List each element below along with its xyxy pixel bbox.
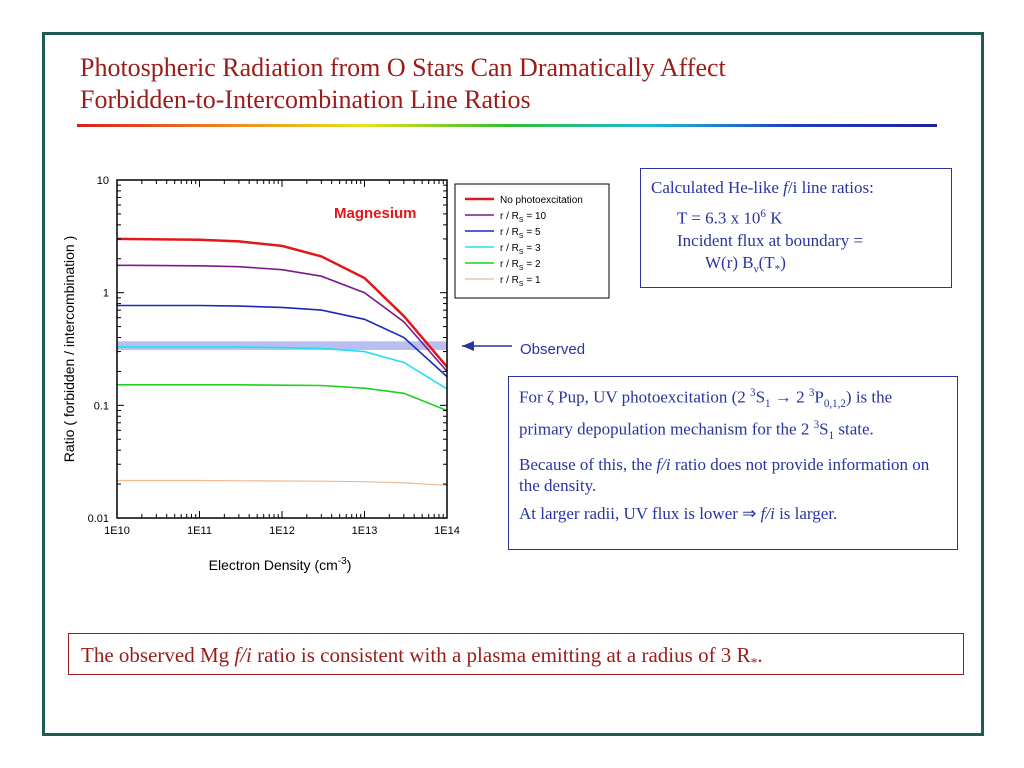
title-line-2: Forbidden-to-Intercombination Line Ratio… [80,85,531,114]
y-axis-label: Ratio ( forbidden / intercombination ) [61,236,77,462]
p1-sub1: 1 [765,398,771,411]
title-divider [77,124,937,127]
p1-e: ) is the primary depopulation mechanism … [519,387,893,439]
p1-a: For ζ Pup, UV photoexcitation (2 [519,387,751,407]
x-tick-label: 1E10 [104,525,130,537]
explanation-paragraph-3: At larger radii, UV flux is lower ⇒ f/i … [519,503,947,524]
calc-line-1-pre: Calculated He-like [651,178,784,197]
p3-b: is larger. [774,504,838,524]
p1-g: state. [834,419,874,439]
p2-b: ratio does not provide information on th… [519,455,930,496]
p1-sub2: 0,1,2 [823,398,846,411]
x-axis-label-sup: -3 [338,556,347,567]
calc-line-1-post: /i line ratios: [787,178,874,197]
legend-label-2: r / RS = 5 [500,227,541,240]
p3-a: At larger radii, UV flux is lower ⇒ [519,504,761,524]
calculation-box: Calculated He-like f/i line ratios: T = … [640,168,952,288]
explanation-paragraph-2: Because of this, the f/i ratio does not … [519,454,947,496]
p1-c: → 2 [770,387,809,407]
x-tick-label: 1E14 [434,525,460,537]
conclusion-c: . [757,643,763,667]
conclusion-sub: * [750,655,758,671]
tick-labels: 1E10 1E11 1E12 1E13 1E14 10 1 0.1 0.01 [88,175,460,537]
y-tick-label: 0.01 [88,513,109,525]
legend-label-4: r / RS = 2 [500,259,541,272]
explanation-paragraph-1: For ζ Pup, UV photoexcitation (2 3S1 → 2… [519,383,947,447]
observed-label: Observed [520,341,585,358]
calc-line-1: Calculated He-like f/i line ratios: [651,177,941,199]
y-tick-label: 10 [97,175,109,187]
calc-flux-sub: ν [753,263,759,276]
p1-b: S [755,387,766,407]
axis-ticks [116,179,448,519]
calc-flux-post: (T [758,252,775,272]
x-tick-label: 1E13 [352,525,378,537]
series-line-2 [117,304,448,378]
legend: No photoexcitation r / RS = 10 r / RS = 5 r… [454,183,610,299]
y-tick-label: 0.1 [94,400,109,412]
x-axis-label-end: ) [347,557,352,573]
calc-line-2: T = 6.3 x 106 K [651,203,941,230]
calc-line-3: Incident flux at boundary = [677,230,864,250]
y-tick-label: 1 [103,288,109,300]
series-layer [116,237,448,486]
p1-d: P [814,387,824,407]
series-line-0 [116,237,448,368]
calc-line-1-f: f [783,178,788,197]
calc-temp-exp: 6 [760,208,766,220]
calc-flux-pre: W(r) B [705,252,754,272]
p3-fi: f/i [760,504,775,524]
legend-label-0: No photoexcitation [500,195,583,206]
p1-sup1: 3 [750,387,756,399]
conclusion-fi: f/i [234,643,252,667]
conclusion-b: ratio is consistent with a plasma emitti… [251,643,751,667]
calc-line-4: W(r) Bν(T*) [651,252,941,280]
p2-a: Because of this, the [519,455,657,475]
conclusion-box: The observed Mg f/i ratio is consistent … [68,633,964,675]
p1-f: S [819,419,829,439]
series-line-1 [116,264,448,372]
p1-sup3: 3 [813,419,820,432]
element-annotation: Magnesium [334,205,417,222]
slide-frame [42,32,984,736]
x-tick-label: 1E12 [269,525,295,537]
series-line-3 [117,346,448,390]
calc-temp-unit: K [765,208,783,228]
calc-temp: T = 6.3 x 10 [677,208,761,228]
calc-flux-sub2: * [774,263,781,276]
slide-title: Photospheric Radiation from O Stars Can … [80,52,950,116]
legend-label-3: r / RS = 3 [500,243,541,256]
legend-label-5: r / RS = 1 [500,275,541,288]
x-axis-label: Electron Density (cm-3) [209,556,352,573]
observed-arrow-head [462,341,474,351]
series-line-4 [117,384,448,412]
p2-fi: f/i [656,455,671,475]
observed-arrow [462,341,512,351]
conclusion-a: The observed Mg [81,643,235,667]
title-line-1: Photospheric Radiation from O Stars Can … [80,53,726,82]
calc-flux-end: ) [780,252,786,272]
x-tick-label: 1E11 [187,525,212,537]
legend-label-1: r / RS = 10 [500,211,547,224]
p1-sup2: 3 [808,387,815,399]
legend-items: No photoexcitation r / RS = 10 r / RS = 5 r… [465,195,583,288]
p1-sub3: 1 [828,430,835,443]
observed-band [117,341,447,350]
explanation-box: For ζ Pup, UV photoexcitation (2 3S1 → 2… [508,376,958,550]
series-line-5 [117,479,448,486]
x-axis-label-base: Electron Density (cm [209,557,338,573]
